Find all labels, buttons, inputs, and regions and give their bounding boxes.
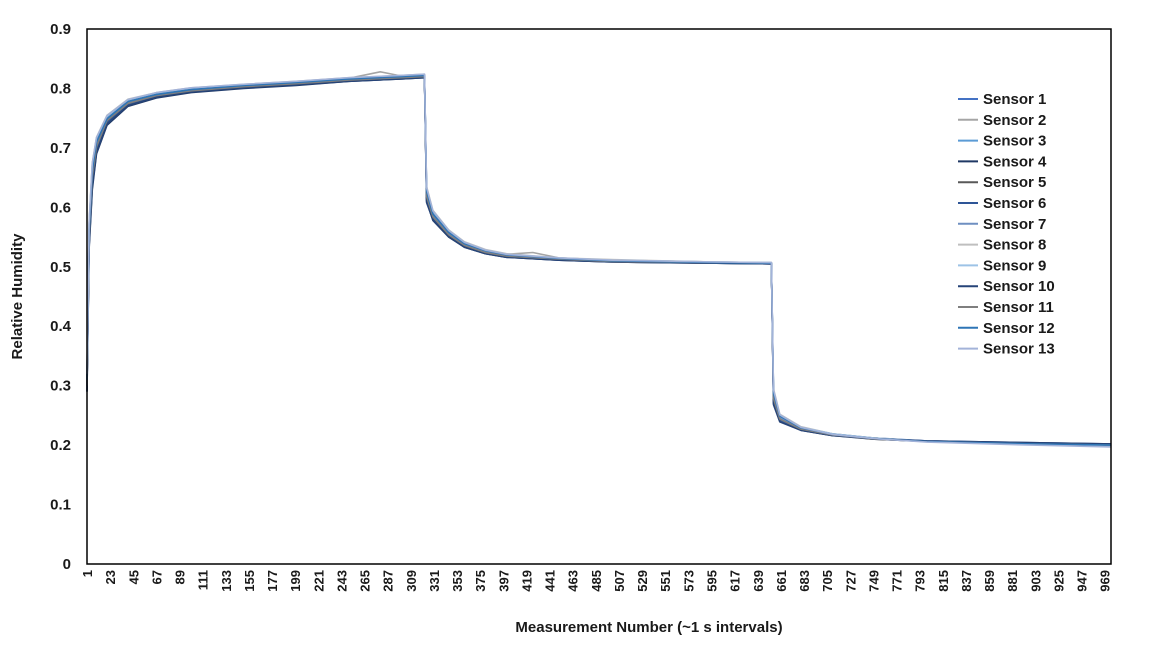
legend-label: Sensor 5: [983, 174, 1046, 191]
y-tick-label: 0.8: [50, 80, 71, 97]
legend-label: Sensor 7: [983, 216, 1046, 233]
x-tick-label: 1: [80, 570, 95, 577]
x-tick-label: 485: [589, 570, 604, 592]
x-axis-title: Measurement Number (~1 s intervals): [515, 619, 782, 636]
x-tick-label: 727: [843, 570, 858, 592]
x-tick-label: 441: [543, 570, 558, 592]
x-tick-label: 551: [658, 570, 673, 592]
x-tick-label: 89: [173, 570, 188, 584]
y-tick-label: 0.4: [50, 318, 72, 335]
x-tick-label: 133: [219, 570, 234, 592]
x-tick-label: 243: [334, 570, 349, 592]
y-tick-label: 0.5: [50, 259, 71, 276]
series-line-sensor-11: [86, 75, 1112, 446]
x-tick-label: 463: [566, 570, 581, 592]
legend-label: Sensor 10: [983, 278, 1055, 295]
x-tick-label: 353: [450, 570, 465, 592]
x-tick-label: 331: [427, 570, 442, 592]
x-tick-label: 287: [381, 570, 396, 592]
x-tick-label: 419: [519, 570, 534, 592]
legend-label: Sensor 12: [983, 320, 1055, 337]
legend-label: Sensor 9: [983, 257, 1046, 274]
x-tick-label: 67: [149, 570, 164, 584]
x-tick-label: 793: [913, 570, 928, 592]
x-tick-label: 859: [982, 570, 997, 592]
x-tick-label: 265: [358, 570, 373, 592]
x-tick-label: 705: [820, 570, 835, 592]
x-tick-label: 573: [681, 570, 696, 592]
x-tick-label: 375: [473, 570, 488, 592]
x-tick-label: 309: [404, 570, 419, 592]
x-tick-label: 397: [496, 570, 511, 592]
x-tick-label: 903: [1028, 570, 1043, 592]
series-line-sensor-10: [86, 76, 1112, 445]
legend-label: Sensor 1: [983, 91, 1046, 108]
x-tick-label: 199: [288, 570, 303, 592]
x-tick-label: 221: [311, 570, 326, 592]
x-tick-label: 837: [959, 570, 974, 592]
legend-label: Sensor 6: [983, 195, 1046, 212]
x-axis-ticks: 1 23 45 67 89 111 133 155 177 199 221 243 265 287 309 3…: [80, 570, 1113, 592]
x-tick-label: 661: [774, 570, 789, 592]
x-tick-label: 529: [635, 570, 650, 592]
x-tick-label: 881: [1005, 570, 1020, 592]
legend-label: Sensor 2: [983, 112, 1046, 129]
x-tick-label: 925: [1051, 570, 1066, 592]
x-tick-label: 23: [103, 570, 118, 584]
y-tick-label: 0: [63, 556, 71, 573]
plot-area-frame: [86, 28, 1112, 565]
x-tick-label: 111: [196, 570, 211, 590]
x-tick-label: 45: [126, 570, 141, 584]
x-tick-label: 771: [890, 570, 905, 592]
x-tick-label: 177: [265, 570, 280, 592]
series-lines: [86, 71, 1112, 448]
y-axis-ticks: 0 0.1 0.2 0.3 0.4 0.5 0.6 0.7 0.8 0.9: [50, 21, 72, 573]
y-tick-label: 0.3: [50, 378, 71, 395]
legend-label: Sensor 8: [983, 237, 1046, 254]
x-tick-label: 507: [612, 570, 627, 592]
legend-label: Sensor 13: [983, 341, 1055, 358]
x-tick-label: 969: [1098, 570, 1113, 592]
legend-label: Sensor 11: [983, 299, 1054, 316]
x-tick-label: 815: [936, 570, 951, 592]
y-tick-label: 0.1: [50, 497, 71, 514]
series-line-sensor-13: [86, 73, 1112, 448]
legend-label: Sensor 4: [983, 153, 1047, 170]
x-tick-label: 947: [1075, 570, 1090, 592]
y-tick-label: 0.6: [50, 199, 71, 216]
x-tick-label: 155: [242, 570, 257, 592]
x-tick-label: 595: [704, 570, 719, 592]
x-tick-label: 617: [728, 570, 743, 592]
y-tick-label: 0.2: [50, 437, 71, 454]
legend-label: Sensor 3: [983, 133, 1046, 150]
legend: Sensor 1 Sensor 2 Sensor 3 Sensor 4 Sensor 5…: [958, 91, 1055, 358]
y-tick-label: 0.7: [50, 140, 71, 157]
x-tick-label: 639: [751, 570, 766, 592]
y-tick-label: 0.9: [50, 21, 71, 38]
x-tick-label: 749: [866, 570, 881, 592]
x-tick-label: 683: [797, 570, 812, 592]
y-axis-title: Relative Humidity: [9, 233, 26, 360]
